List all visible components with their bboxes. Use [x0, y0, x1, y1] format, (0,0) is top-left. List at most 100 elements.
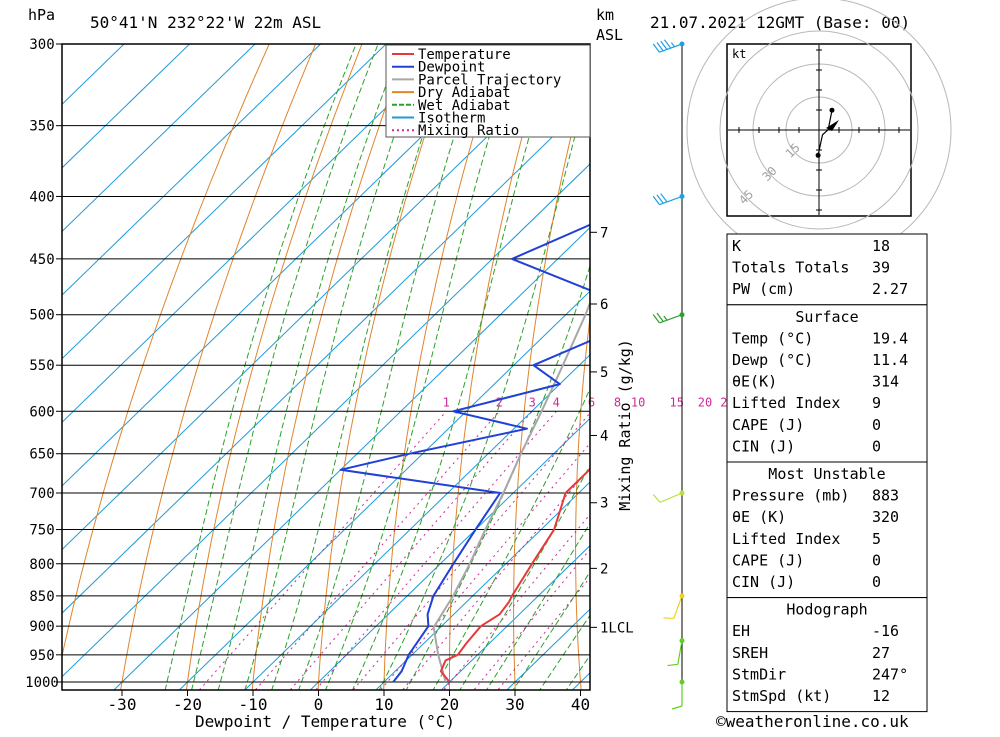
index-label: CAPE (J) — [732, 416, 804, 434]
wind-barb-flag — [652, 43, 660, 53]
dry-adiabat-line — [961, 26, 1000, 708]
x-tick-label: -30 — [108, 695, 137, 714]
dry-adiabat-line — [449, 44, 549, 690]
mixing-ratio-label: 20 — [698, 395, 712, 409]
pressure-tick-label: 700 — [29, 486, 54, 502]
mixing-ratio-label: 4 — [553, 395, 560, 409]
legend-label: Dry Adiabat — [418, 85, 511, 101]
isotherm-line — [62, 44, 191, 169]
x-tick-label: -10 — [239, 695, 268, 714]
isotherm-line — [62, 44, 387, 360]
index-value: 11.4 — [872, 351, 908, 369]
index-value: -16 — [872, 622, 899, 640]
wind-barb-flag — [656, 312, 664, 322]
wet-adiabat-line — [271, 44, 455, 690]
index-value: 0 — [872, 416, 881, 434]
hodograph-point — [829, 107, 835, 113]
credit-label: ©weatheronline.co.uk — [716, 712, 909, 731]
mixing-ratio-label: 8 — [614, 395, 621, 409]
hodograph-ring — [719, 30, 919, 230]
mixing-ratio-line — [198, 410, 447, 690]
legend-label: Dewpoint — [418, 60, 485, 76]
index-label: CAPE (J) — [732, 551, 804, 569]
index-value: 27 — [872, 644, 890, 662]
wet-adiabat-line — [298, 44, 485, 690]
parcel-trajectory-profile — [432, 300, 590, 683]
legend-label: Isotherm — [418, 111, 485, 127]
temperature-profile — [439, 467, 590, 683]
pressure-tick-label: 950 — [29, 648, 54, 664]
x-axis-label: Dewpoint / Temperature (°C) — [195, 712, 455, 731]
km-label: km — [596, 6, 614, 24]
pressure-tick-label: 650 — [29, 447, 54, 463]
wind-barb-staff — [659, 314, 683, 324]
wind-barb-flag — [664, 39, 672, 49]
index-value: 314 — [872, 373, 899, 391]
x-tick-label: 20 — [440, 695, 459, 714]
pressure-tick-label: 850 — [29, 589, 54, 605]
x-tick-label: 0 — [314, 695, 324, 714]
isotherm-line — [62, 163, 590, 678]
index-value: 320 — [872, 508, 899, 526]
index-value: 9 — [872, 394, 881, 412]
wet-adiabat-line — [459, 464, 590, 690]
index-label: CIN (J) — [732, 573, 795, 591]
index-value: 12 — [872, 687, 890, 705]
isotherm-line — [62, 44, 453, 423]
isotherm-line — [440, 544, 590, 690]
index-label: θE(K) — [732, 373, 777, 391]
mixing-ratio-line — [401, 467, 590, 690]
wet-adiabat-line — [325, 44, 518, 690]
isotherm-line — [62, 99, 590, 614]
index-label: Pressure (mb) — [732, 487, 849, 505]
index-label: Totals Totals — [732, 259, 849, 277]
index-label: EH — [732, 622, 750, 640]
x-tick-label: 10 — [374, 695, 393, 714]
isotherm-line — [309, 417, 590, 690]
hodograph-unit-label: kt — [732, 47, 746, 61]
hodograph-trace — [817, 110, 833, 156]
wind-barb-half-flag — [670, 42, 675, 48]
isotherm-line — [62, 44, 125, 105]
pressure-tick-label: 800 — [29, 557, 54, 573]
wet-adiabat-line — [539, 614, 590, 690]
isotherm-line — [62, 44, 584, 551]
mixing-ratio-line — [289, 410, 533, 690]
hodograph-point — [815, 152, 821, 158]
wind-barb-flag — [656, 42, 664, 52]
table-title: Surface — [795, 308, 858, 326]
index-label: CIN (J) — [732, 437, 795, 455]
datetime-label: 21.07.2021 12GMT (Base: 00) — [650, 13, 910, 32]
index-value: 0 — [872, 551, 881, 569]
pressure-tick-label: 750 — [29, 523, 54, 539]
index-value: 5 — [872, 530, 881, 548]
x-tick-label: 40 — [571, 695, 590, 714]
legend-label: Wet Adiabat — [418, 98, 511, 114]
wind-barb-staff — [659, 492, 683, 503]
mixing-ratio-line — [352, 412, 590, 690]
index-label: StmSpd (kt) — [732, 687, 831, 705]
pressure-tick-label: 450 — [29, 252, 54, 268]
index-label: θE (K) — [732, 508, 786, 526]
wind-barb-flag — [652, 314, 660, 324]
pressure-tick-label: 400 — [29, 189, 54, 205]
index-value: 39 — [872, 259, 890, 277]
wet-adiabat-line — [217, 44, 402, 690]
mixing-ratio-label: 6 — [588, 395, 595, 409]
wind-barb-half-flag — [663, 315, 668, 321]
legend-box — [385, 44, 591, 138]
wind-barb-flag — [660, 193, 668, 203]
index-value: 0 — [872, 573, 881, 591]
height-tick-label: 3 — [600, 496, 608, 512]
mixing-ratio-axis-label: Mixing Ratio (g/kg) — [616, 339, 634, 511]
dewpoint-profile — [339, 223, 590, 683]
mixing-ratio-line — [254, 410, 500, 690]
index-label: Lifted Index — [732, 394, 840, 412]
index-label: StmDir — [732, 665, 786, 683]
wind-barb-flag — [660, 40, 668, 50]
wind-barb-staff — [677, 640, 683, 665]
mixing-ratio-line — [315, 410, 557, 690]
isotherm-line — [62, 44, 256, 233]
index-value: 247° — [872, 665, 908, 683]
wet-adiabat-line — [512, 570, 590, 690]
